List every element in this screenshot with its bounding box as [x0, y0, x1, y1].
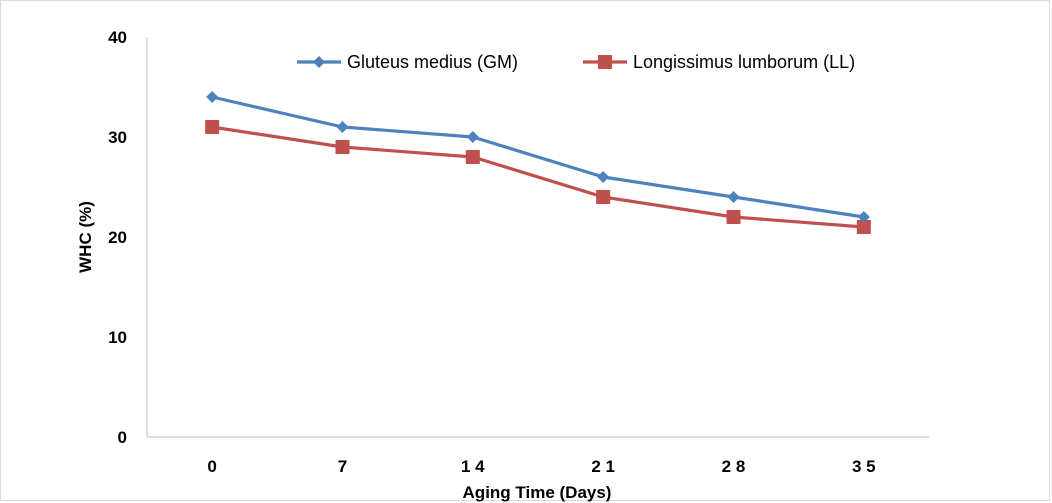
legend-marker	[313, 56, 325, 68]
x-tick-labels: 0 7 1 4 2 1 2 8 3 5	[207, 457, 875, 476]
data-point	[206, 91, 219, 103]
data-point	[205, 120, 220, 134]
data-point	[466, 131, 479, 143]
data-point	[597, 171, 610, 183]
x-tick-label: 3 5	[852, 457, 876, 476]
data-point	[336, 121, 349, 133]
y-tick-label: 30	[108, 128, 127, 147]
legend-label: Gluteus medius (GM)	[347, 52, 518, 72]
series-layer	[205, 91, 871, 234]
data-point	[857, 211, 870, 223]
legend-item: Longissimus lumborum (LL)	[583, 52, 855, 72]
x-tick-label: 2 8	[722, 457, 746, 476]
data-point	[335, 140, 350, 154]
x-tick-label: 1 4	[461, 457, 485, 476]
legend-label: Longissimus lumborum (LL)	[633, 52, 855, 72]
data-point	[726, 210, 741, 224]
legend: Gluteus medius (GM) Longissimus lumborum …	[297, 52, 855, 72]
x-tick-label: 2 1	[591, 457, 615, 476]
data-point	[596, 190, 611, 204]
x-tick-label: 0	[207, 457, 216, 476]
y-tick-label: 10	[108, 328, 127, 347]
series-line	[211, 125, 864, 229]
legend-marker	[598, 55, 612, 69]
data-point	[465, 150, 480, 164]
data-point	[856, 220, 871, 234]
legend-item: Gluteus medius (GM)	[297, 52, 518, 72]
series-line	[211, 95, 865, 219]
y-tick-labels: 0 10 20 30 40	[108, 28, 127, 447]
y-axis-title: WHC (%)	[76, 201, 95, 273]
x-axis-title: Aging Time (Days)	[463, 483, 612, 502]
data-point	[727, 191, 740, 203]
y-tick-label: 40	[108, 28, 127, 47]
axes	[146, 37, 929, 438]
series-gm	[206, 91, 870, 223]
y-tick-label: 0	[118, 428, 127, 447]
series-ll	[205, 120, 871, 234]
x-tick-label: 7	[338, 457, 347, 476]
y-tick-label: 20	[108, 228, 127, 247]
